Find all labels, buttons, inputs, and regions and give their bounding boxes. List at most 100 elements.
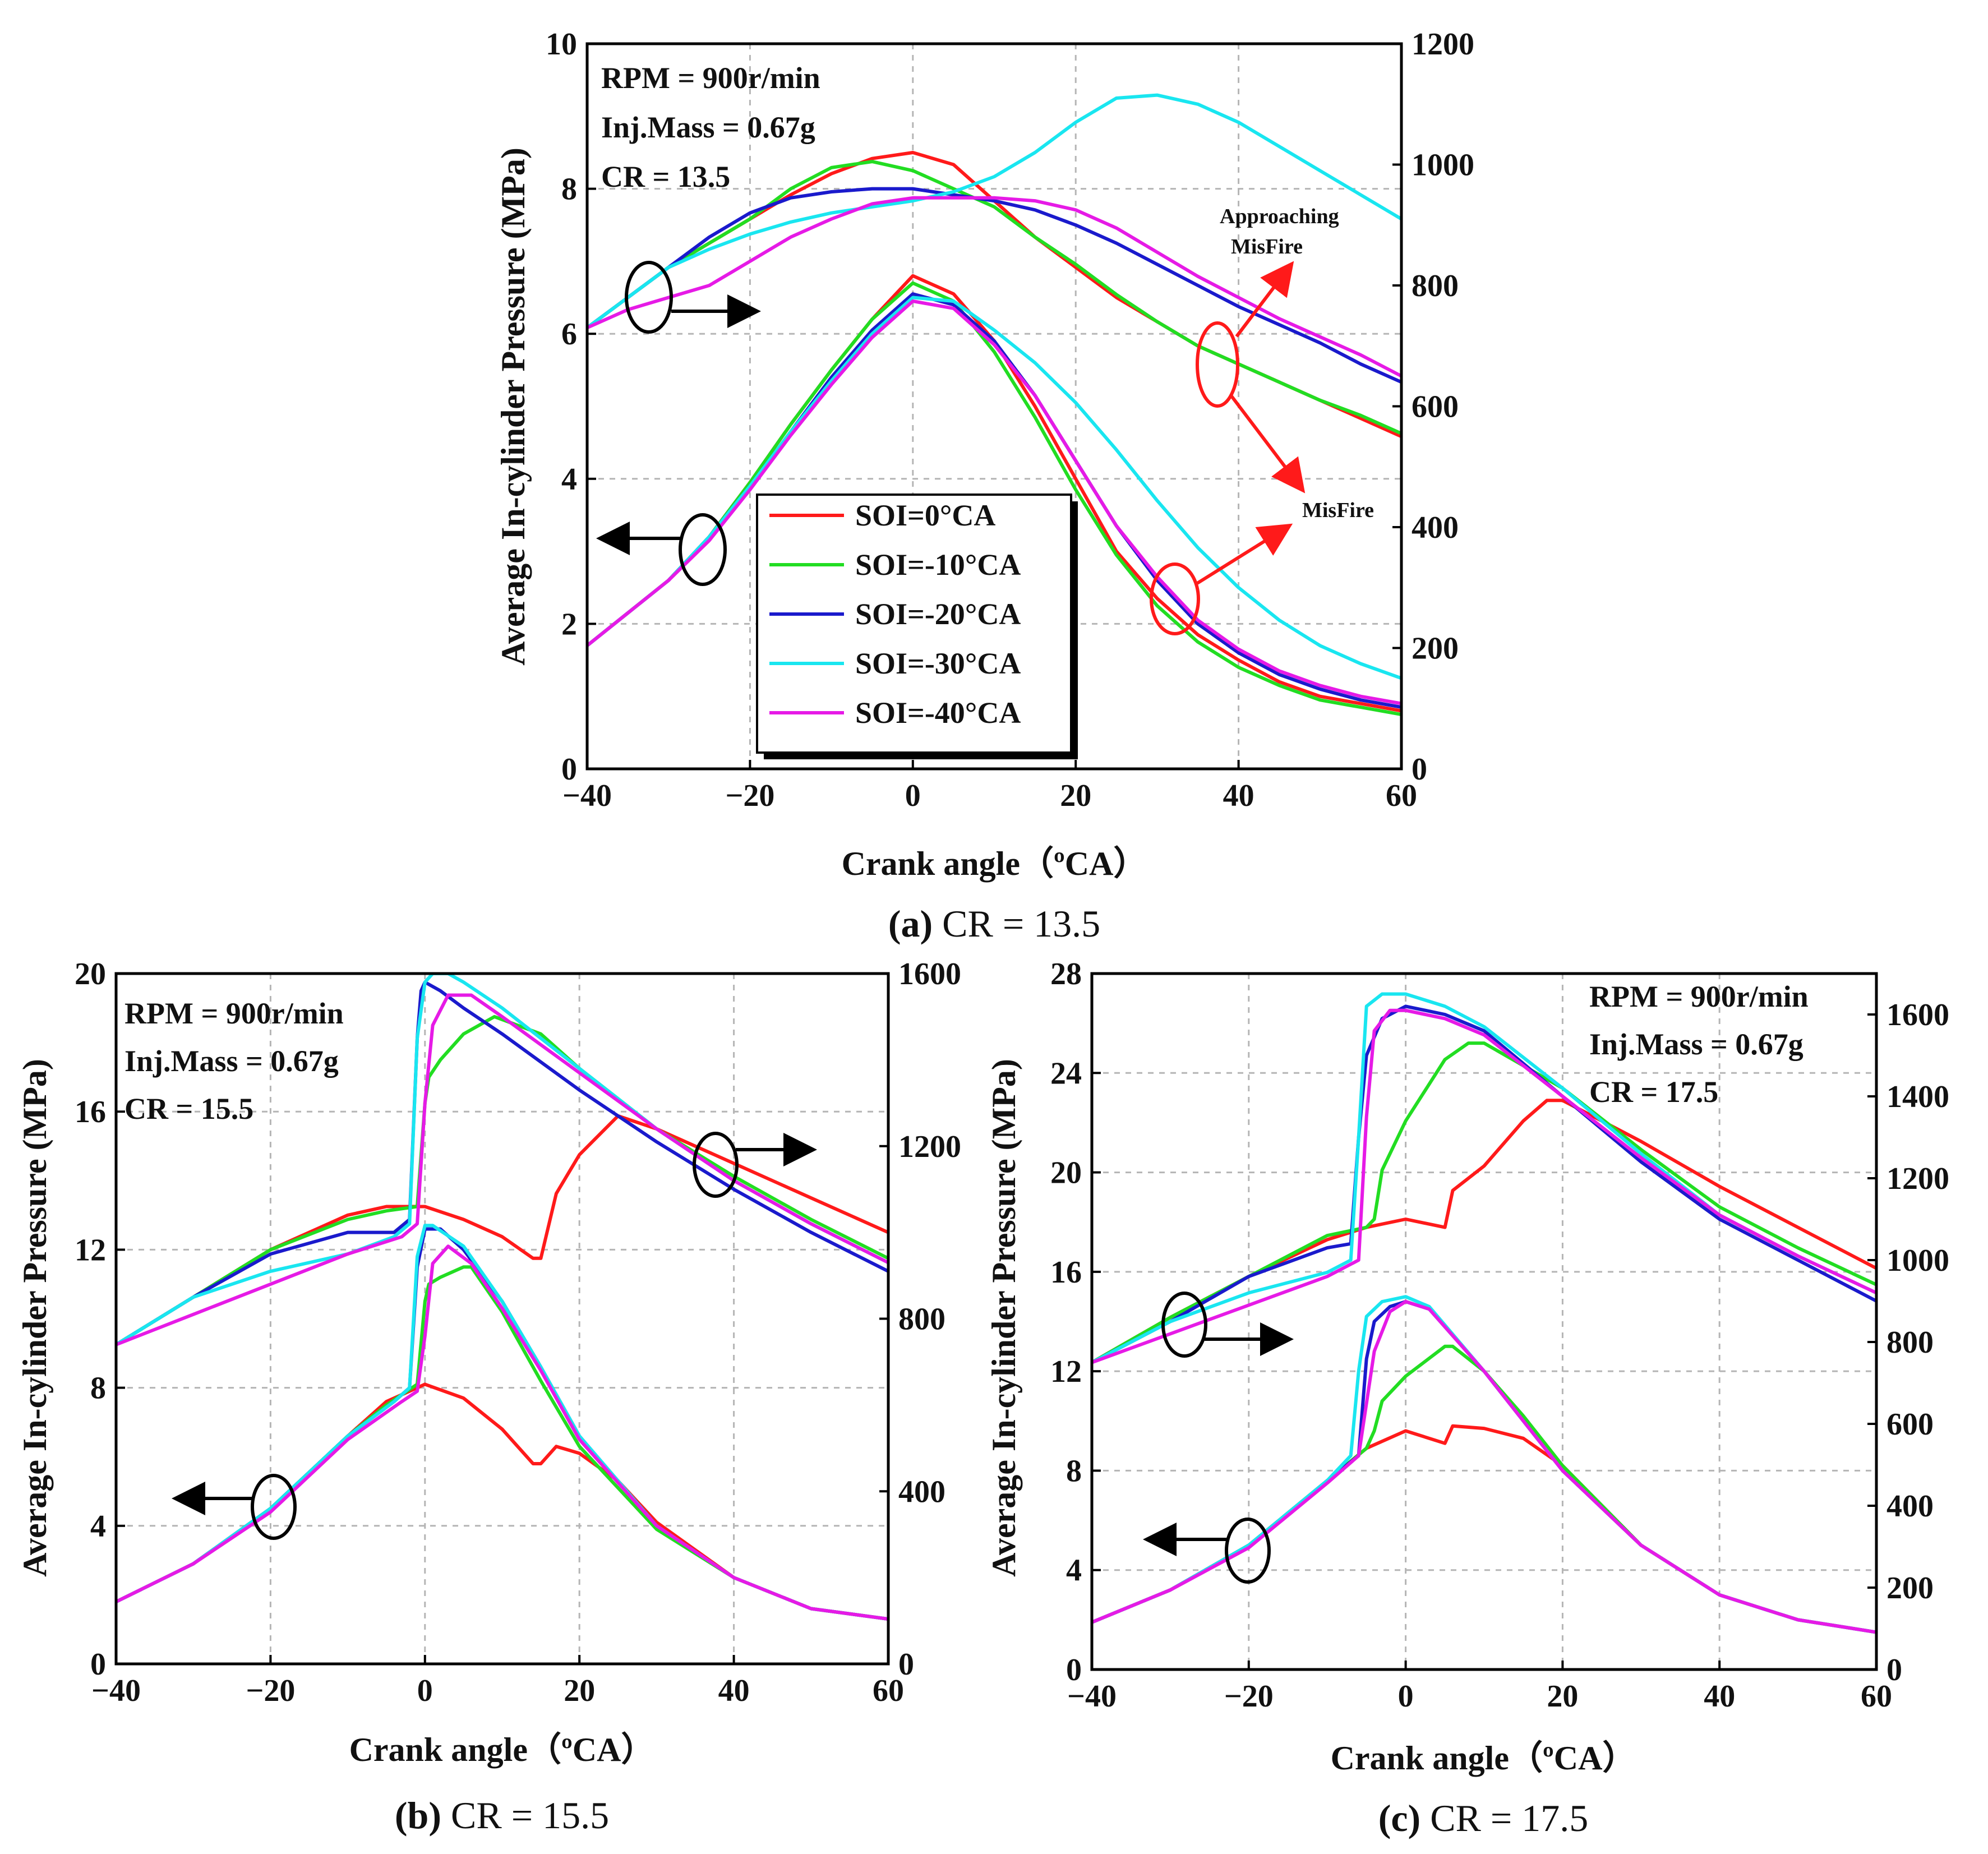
- panel-a-pressure-line-4: [587, 299, 1401, 705]
- panel-a-ellipse-approaching-misfire: [1196, 321, 1239, 408]
- panel-b-ellipse-temperature-group: [693, 1132, 739, 1198]
- panel-a-y-ticks: 0 2 4 6 8 10: [546, 27, 596, 787]
- panel-b-y-tick-label: 4: [90, 1509, 106, 1544]
- panel-c-y2-tick-label: 200: [1886, 1571, 1934, 1606]
- panel-a-x-tick-label: 60: [1386, 778, 1417, 813]
- panel-a-x-tick-label: −40: [562, 778, 612, 813]
- panel-c-caption-label: (c): [1378, 1797, 1420, 1839]
- panel-a-caption: (a) CR = 13.5: [888, 902, 1100, 945]
- panel-c-y-ticks: 0 4 8 12 16 20 24 28: [1050, 957, 1101, 1687]
- panel-c-note-inj-mass: Inj.Mass = 0.67g: [1589, 1027, 1804, 1061]
- panel-a-y-axis-label: Average In-cylinder Pressure (MPa): [495, 147, 532, 666]
- panel-c-x-tick-label: 40: [1704, 1679, 1735, 1714]
- panel-c-note-cr: CR = 17.5: [1589, 1075, 1718, 1109]
- panel-b-pressure-lines: [116, 1224, 888, 1621]
- panel-a-y-tick-label: 2: [561, 607, 577, 642]
- panel-a-annotation-misfire-lower: MisFire: [1302, 499, 1374, 522]
- panel-b-y-tick-label: 20: [75, 957, 106, 991]
- panel-a-caption-label: (a): [888, 902, 933, 945]
- panel-a-x-tick-label: 20: [1060, 778, 1091, 813]
- legend: SOI=0°CA SOI=-10°CA SOI=-20°CA SOI=-30°CA SO…: [756, 494, 1078, 759]
- panel-b-pressure-line-4: [116, 1244, 888, 1621]
- panel-a-temperature-lines: [587, 93, 1401, 439]
- panel-a-ellipse-misfire-pressure: [1150, 562, 1200, 635]
- panel-a-ellipse-temperature-group: [625, 261, 673, 334]
- panel-b-note-cr: CR = 15.5: [124, 1092, 253, 1126]
- panel-b-y-tick-label: 8: [90, 1371, 106, 1406]
- panel-a-note-cr: CR = 13.5: [601, 160, 730, 193]
- panel-c-y-tick-label: 0: [1066, 1653, 1082, 1687]
- panel-b-x-tick-label: −20: [246, 1673, 295, 1708]
- panel-b-y-ticks: 0 4 8 12 16 20: [75, 957, 125, 1682]
- panel-a-y-tick-label: 4: [561, 462, 577, 497]
- panel-a-pressure-line-3: [587, 296, 1401, 680]
- panel-c: −40 −20 0 20 40 60 0 4 8 12 16 20 24 28 0 200 400 600 80…: [985, 957, 1949, 1839]
- panel-b-x-ticks: −40 −20 0 20 40 60: [91, 1655, 904, 1708]
- panel-a-arrow-misfire-from-temperature: [1229, 394, 1306, 494]
- panel-c-ellipse-pressure-group: [1225, 1518, 1271, 1584]
- panel-b-caption-label: (b): [395, 1794, 441, 1837]
- panel-b-pressure-line-2: [116, 1227, 888, 1621]
- panel-c-y-tick-label: 4: [1066, 1553, 1082, 1588]
- legend-box: [756, 494, 1072, 754]
- panel-a-y2-tick-label: 400: [1412, 510, 1459, 545]
- panel-a-x-ticks: −40 −20 0 20 40 60: [562, 760, 1417, 813]
- panel-c-grid: [1092, 974, 1876, 1669]
- panel-b-note-rpm: RPM = 900r/min: [124, 997, 344, 1030]
- panel-a-y-tick-label: 6: [561, 317, 577, 352]
- panel-a-y2-tick-label: 800: [1412, 269, 1459, 303]
- panel-c-caption-text: CR = 17.5: [1420, 1797, 1588, 1839]
- panel-a-annotation-misfire-upper: MisFire: [1231, 235, 1303, 259]
- panel-c-x-tick-label: 0: [1398, 1679, 1414, 1714]
- panel-a-y2-tick-label: 1000: [1412, 148, 1474, 183]
- panel-b-pressure-line-1: [116, 1265, 888, 1621]
- panel-b-y-tick-label: 0: [90, 1647, 106, 1682]
- panel-a-temperature-line-4: [587, 196, 1401, 378]
- panel-c-temperature-lines: [1092, 992, 1876, 1364]
- panel-a-y2-tick-label: 0: [1412, 752, 1427, 787]
- panel-a-y-tick-label: 8: [561, 172, 577, 207]
- panel-a-caption-text: CR = 13.5: [933, 902, 1100, 945]
- panel-b-y-axis-label: Average In-cylinder Pressure (MPa): [16, 1059, 53, 1577]
- panel-c-y-tick-label: 16: [1050, 1255, 1082, 1290]
- panel-c-pressure-line-1: [1092, 1344, 1876, 1634]
- panel-c-y2-tick-label: 1200: [1886, 1161, 1949, 1196]
- panel-c-pressure-line-4: [1092, 1300, 1876, 1634]
- panel-b-y-tick-label: 12: [75, 1233, 106, 1267]
- panel-a-y-tick-label: 0: [561, 752, 577, 787]
- panel-b-temperature-line-2: [116, 980, 888, 1346]
- panel-a-note-inj-mass: Inj.Mass = 0.67g: [601, 110, 815, 144]
- panel-a-note-rpm: RPM = 900r/min: [601, 61, 820, 95]
- panel-c-note-rpm: RPM = 900r/min: [1589, 980, 1809, 1013]
- panel-c-x-tick-label: −40: [1067, 1679, 1117, 1714]
- panel-a-x-tick-label: 40: [1223, 778, 1254, 813]
- panel-a-temperature-line-2: [587, 187, 1401, 384]
- panel-a-pressure-lines: [587, 274, 1401, 716]
- legend-items: SOI=0°CA SOI=-10°CA SOI=-20°CA SOI=-30°CA SO…: [769, 499, 1021, 730]
- panel-a-y2-tick-label: 200: [1412, 631, 1459, 666]
- panel-a-ellipse-pressure-group: [679, 513, 727, 586]
- legend-label: SOI=-20°CA: [855, 597, 1021, 631]
- panel-c-temperature-line-1: [1092, 1041, 1876, 1364]
- panel-b-temperature-line-0: [116, 1114, 888, 1346]
- legend-label: SOI=-30°CA: [855, 647, 1021, 680]
- legend-label: SOI=-10°CA: [855, 548, 1021, 582]
- panel-a-y2-tick-label: 600: [1412, 390, 1459, 425]
- panel-c-y2-tick-label: 0: [1886, 1653, 1902, 1687]
- panel-c-pressure-line-3: [1092, 1295, 1876, 1634]
- panel-c-y-tick-label: 20: [1050, 1156, 1082, 1191]
- panel-a-x-tick-label: −20: [725, 778, 774, 813]
- panel-c-y-axis-label: Average In-cylinder Pressure (MPa): [985, 1059, 1022, 1577]
- panel-b-x-tick-label: 0: [417, 1673, 433, 1708]
- panel-c-y2-tick-label: 800: [1886, 1325, 1934, 1360]
- panel-b-y2-ticks: 0 400 800 1200 1600: [879, 957, 961, 1682]
- panel-b-ellipse-pressure-group: [251, 1474, 297, 1540]
- panel-b-y-tick-label: 16: [75, 1095, 106, 1129]
- panel-a-arrow-approaching-misfire: [1235, 261, 1294, 338]
- panel-c-y2-tick-label: 1400: [1886, 1080, 1949, 1114]
- panel-c-y-tick-label: 12: [1050, 1354, 1082, 1389]
- panel-b-x-tick-label: 60: [873, 1673, 904, 1708]
- panel-a-y2-ticks: 0 200 400 600 800 1000 1200: [1392, 27, 1474, 787]
